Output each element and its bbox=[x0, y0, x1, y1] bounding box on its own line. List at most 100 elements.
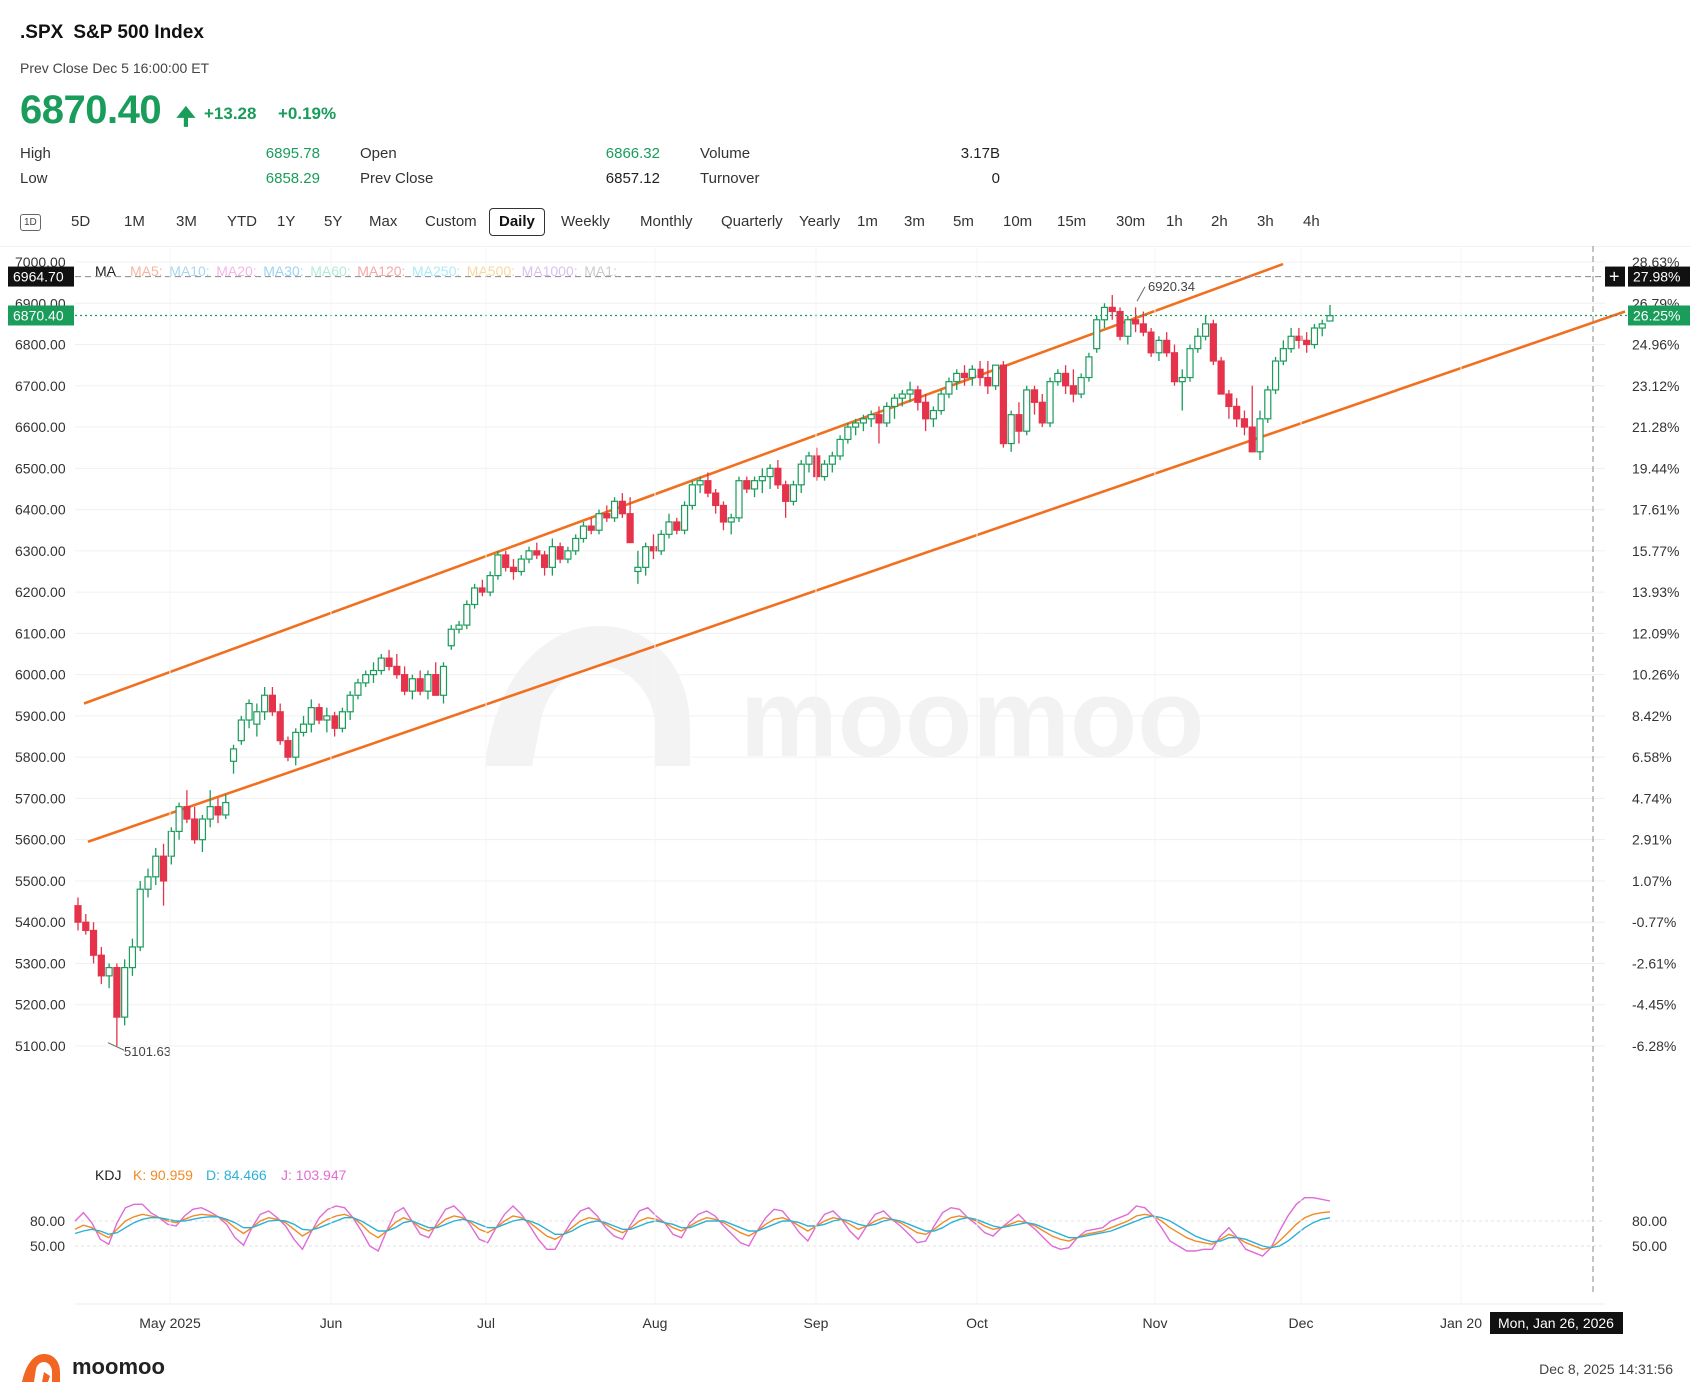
volume-value: 3.17B bbox=[960, 145, 1000, 162]
y-tick-label: 6800.00 bbox=[15, 337, 66, 353]
candle-body bbox=[852, 422, 860, 428]
y-tick-label: 5100.00 bbox=[15, 1038, 66, 1054]
period-tab-daily[interactable]: Daily bbox=[489, 208, 545, 236]
ma-legend-item: MA20: bbox=[216, 263, 256, 279]
period-tab-4h[interactable]: 4h bbox=[1303, 213, 1320, 230]
candle-body bbox=[1085, 356, 1093, 379]
candle-body bbox=[1124, 319, 1132, 337]
candle-body bbox=[984, 376, 992, 387]
period-tab-30m[interactable]: 30m bbox=[1116, 213, 1146, 230]
candle-body bbox=[657, 533, 665, 552]
candle-body bbox=[97, 954, 105, 977]
candle-body bbox=[1326, 315, 1334, 322]
kdj-j-value: J: 103.947 bbox=[281, 1167, 347, 1183]
kdj-tick-right: 80.00 bbox=[1632, 1213, 1667, 1229]
watermark-brand: moomoo bbox=[740, 657, 1204, 780]
y-tick-label: 5800.00 bbox=[15, 749, 66, 765]
candle-body bbox=[1264, 389, 1272, 420]
candle-body bbox=[626, 513, 634, 544]
candle-body bbox=[393, 665, 401, 676]
candle-body bbox=[253, 711, 261, 725]
low-value: 6858.29 bbox=[265, 170, 320, 187]
candle-body bbox=[1038, 401, 1046, 424]
candle-body bbox=[307, 707, 315, 725]
period-tab-weekly[interactable]: Weekly bbox=[561, 213, 610, 230]
candle-body bbox=[688, 484, 696, 507]
candle-body bbox=[167, 830, 175, 857]
period-tab-3h[interactable]: 3h bbox=[1257, 213, 1274, 230]
candle-body bbox=[261, 694, 269, 713]
candle-body bbox=[999, 364, 1007, 445]
period-tab-max[interactable]: Max bbox=[369, 213, 398, 230]
price-chart[interactable]: 7000.00 28.63%6900.00 26.79%6800.00 24.96%6… bbox=[0, 246, 1691, 1346]
turnover-label: Turnover bbox=[700, 170, 760, 187]
open-label: Open bbox=[360, 145, 397, 162]
period-tab-1y[interactable]: 1Y bbox=[277, 213, 296, 230]
x-axis-label: Dec bbox=[1289, 1315, 1314, 1331]
candle-body bbox=[315, 707, 323, 721]
y-tick-label: 5400.00 bbox=[15, 914, 66, 930]
candle-body bbox=[369, 669, 378, 676]
candle-body bbox=[323, 715, 331, 721]
period-tab-5d[interactable]: 5D bbox=[71, 213, 91, 230]
period-tab-10m[interactable]: 10m bbox=[1003, 213, 1033, 230]
period-tab-1m[interactable]: 1m bbox=[857, 213, 878, 230]
ma-legend-item: MA5: bbox=[130, 263, 163, 279]
period-tab-1h[interactable]: 1h bbox=[1166, 213, 1183, 230]
candle-body bbox=[82, 921, 90, 932]
ma-legend-item: MA250: bbox=[412, 263, 460, 279]
last-price-label: 6870.40 bbox=[13, 307, 64, 323]
candle-body bbox=[1194, 335, 1202, 350]
period-tab-5y[interactable]: 5Y bbox=[324, 213, 343, 230]
period-tab-15m[interactable]: 15m bbox=[1057, 213, 1087, 230]
candle-body bbox=[782, 484, 790, 502]
period-tab-custom[interactable]: Custom bbox=[425, 213, 477, 230]
candle-body bbox=[1170, 352, 1179, 383]
volume-label: Volume bbox=[700, 145, 751, 162]
y-tick-label: 6300.00 bbox=[15, 543, 66, 559]
period-tab-ytd[interactable]: YTD bbox=[227, 213, 257, 230]
pct-tick-label: 2.91% bbox=[1632, 832, 1672, 848]
period-tab-quarterly[interactable]: Quarterly bbox=[721, 213, 783, 230]
x-axis-label: Sep bbox=[804, 1315, 829, 1331]
period-tab-3m[interactable]: 3m bbox=[904, 213, 925, 230]
candle-body bbox=[470, 587, 479, 606]
candle-body bbox=[883, 405, 891, 424]
period-tab-3m[interactable]: 3M bbox=[176, 213, 197, 230]
candle-body bbox=[416, 678, 424, 692]
ma-legend-item: MA1000: bbox=[522, 263, 578, 279]
candle-body bbox=[945, 381, 953, 395]
candle-body bbox=[478, 587, 486, 593]
one-day-icon[interactable]: 1D bbox=[20, 214, 41, 231]
pct-tick-label: 10.26% bbox=[1632, 667, 1679, 683]
last-pct-label: 26.25% bbox=[1633, 307, 1680, 323]
period-tab-2h[interactable]: 2h bbox=[1211, 213, 1228, 230]
candle-body bbox=[191, 818, 199, 841]
high-value: 6895.78 bbox=[265, 145, 320, 162]
period-tab-5m[interactable]: 5m bbox=[953, 213, 974, 230]
candle-body bbox=[292, 731, 300, 758]
candle-body bbox=[74, 905, 82, 923]
candle-body bbox=[960, 372, 969, 379]
y-tick-label: 6400.00 bbox=[15, 502, 66, 518]
plus-icon: + bbox=[1609, 267, 1620, 287]
pct-tick-label: 19.44% bbox=[1632, 460, 1679, 476]
candle-body bbox=[385, 657, 393, 667]
pct-tick-label: -4.45% bbox=[1632, 997, 1676, 1013]
period-tab-yearly[interactable]: Yearly bbox=[799, 213, 841, 230]
candle-body bbox=[432, 674, 440, 696]
candle-body bbox=[1303, 339, 1311, 346]
ma-legend-item: MA30: bbox=[263, 263, 303, 279]
last-pct-box bbox=[1628, 305, 1690, 326]
price-change-pct: +0.19% bbox=[278, 104, 337, 123]
low-annotation: 5101.63 bbox=[124, 1044, 171, 1059]
period-tab-1m[interactable]: 1M bbox=[124, 213, 145, 230]
period-tab-monthly[interactable]: Monthly bbox=[640, 213, 693, 230]
x-axis-label: Jul bbox=[477, 1315, 495, 1331]
moomoo-logo-icon bbox=[22, 1354, 60, 1382]
x-axis-label: Nov bbox=[1143, 1315, 1168, 1331]
candle-body bbox=[1201, 323, 1210, 337]
ma-legend-item: MA10: bbox=[169, 263, 209, 279]
kdj-k-value: K: 90.959 bbox=[133, 1167, 193, 1183]
candle-body bbox=[424, 674, 432, 692]
